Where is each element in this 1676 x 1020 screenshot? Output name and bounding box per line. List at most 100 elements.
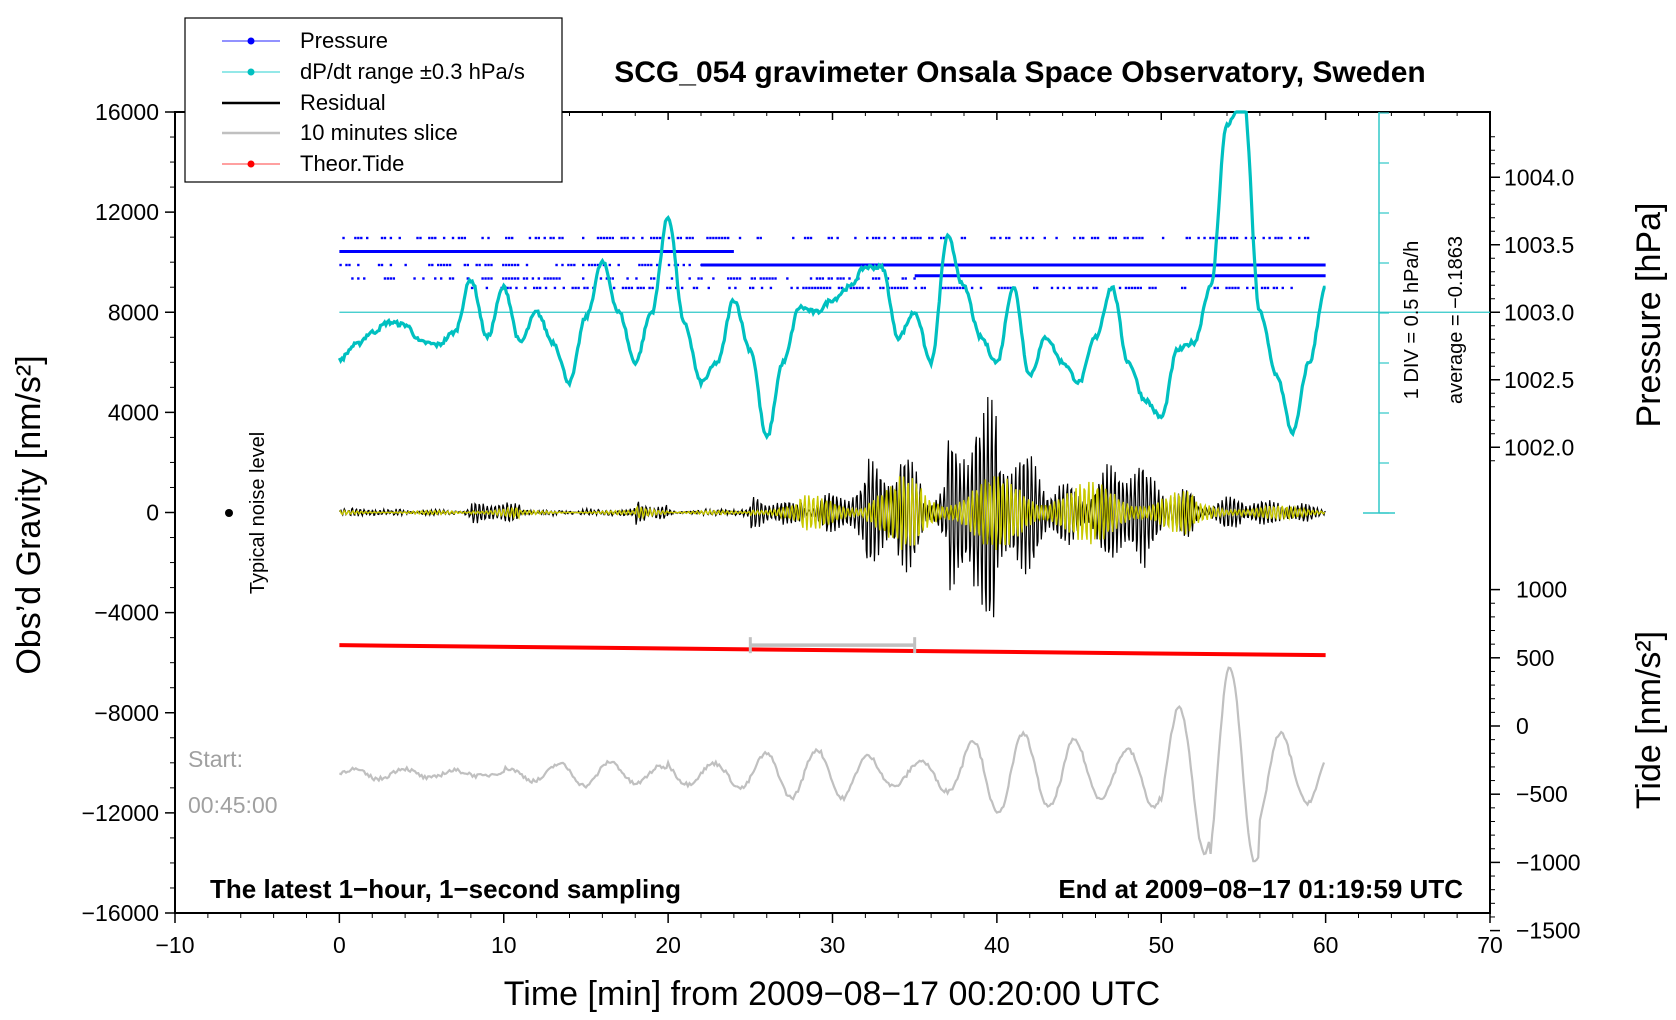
- legend-pressure-marker: [247, 37, 255, 45]
- pressure-point: [644, 263, 647, 267]
- tide-tick-label: 1000: [1516, 577, 1567, 603]
- pressure-point: [658, 236, 662, 240]
- pressure-point: [902, 286, 906, 290]
- pressure-point: [553, 286, 557, 290]
- legend-dpdt: dP/dt range ±0.3 hPa/s: [300, 59, 525, 84]
- pressure-point: [1111, 236, 1115, 240]
- pressure-point: [380, 236, 384, 240]
- pressure-point: [475, 263, 478, 267]
- pressure-point: [827, 277, 830, 280]
- y-tick-label: −4000: [94, 600, 159, 626]
- pressure-point: [700, 277, 703, 280]
- x-tick-label: 70: [1477, 932, 1503, 958]
- pressure-tick-label: 1003.5: [1504, 232, 1574, 258]
- pressure-point: [724, 236, 727, 240]
- pressure-point: [502, 277, 505, 280]
- pressure-point: [962, 286, 965, 290]
- pressure-point: [817, 286, 820, 290]
- pressure-point: [680, 286, 684, 290]
- pressure-point: [928, 236, 931, 240]
- pressure-point: [451, 277, 455, 280]
- pressure-point: [567, 263, 570, 267]
- pressure-point: [827, 236, 830, 240]
- pressure-point: [648, 286, 651, 290]
- pressure-point: [896, 286, 900, 290]
- pressure-point: [1188, 236, 1191, 240]
- pressure-point: [765, 277, 768, 280]
- pressure-series: [339, 236, 1326, 290]
- pressure-point: [697, 277, 700, 280]
- pressure-point: [413, 277, 416, 280]
- pressure-point: [1043, 236, 1046, 240]
- pressure-point: [574, 286, 577, 290]
- pressure-point: [1025, 236, 1029, 240]
- pressure-point: [700, 263, 703, 267]
- pressure-point: [1114, 236, 1117, 240]
- pressure-point: [617, 263, 620, 267]
- pressure-point: [993, 236, 996, 240]
- pressure-point: [1277, 236, 1280, 240]
- pressure-point: [1306, 236, 1310, 240]
- pressure-point: [653, 277, 656, 280]
- pressure-point: [1154, 286, 1157, 290]
- pressure-point: [950, 286, 953, 290]
- pressure-point: [466, 277, 470, 280]
- pressure-point: [910, 236, 913, 240]
- y-tick-label: 16000: [95, 99, 159, 125]
- pressure-point: [481, 277, 484, 280]
- theor-tide-series: [339, 643, 1326, 658]
- pressure-point: [636, 286, 639, 290]
- pressure-point: [522, 277, 526, 280]
- pressure-point: [621, 286, 625, 290]
- pressure-point: [861, 286, 864, 290]
- pressure-point: [809, 277, 813, 280]
- pressure-point: [1260, 286, 1264, 290]
- pressure-tick-label: 1002.0: [1504, 434, 1574, 460]
- pressure-point: [695, 286, 699, 290]
- pressure-point: [1224, 236, 1227, 240]
- pressure-point: [1251, 286, 1255, 290]
- pressure-point: [383, 277, 387, 280]
- pressure-point: [484, 277, 487, 280]
- pressure-point: [1123, 236, 1126, 240]
- pressure-point: [506, 286, 509, 290]
- pressure-point: [531, 277, 535, 280]
- pressure-point: [944, 286, 947, 290]
- pressure-point: [712, 236, 715, 240]
- pressure-point: [1303, 236, 1307, 240]
- pressure-point: [1082, 236, 1085, 240]
- pressure-point: [383, 236, 387, 240]
- pressure-point: [515, 286, 518, 290]
- pressure-point: [1216, 286, 1219, 290]
- pressure-point: [605, 236, 609, 240]
- pressure-point: [357, 277, 360, 280]
- pressure-point: [484, 263, 487, 267]
- pressure-point: [718, 236, 721, 240]
- pressure-point: [448, 263, 452, 267]
- pressure-point: [513, 263, 517, 267]
- pressure-point: [1095, 286, 1098, 290]
- pressure-point: [650, 263, 653, 267]
- pressure-point: [1006, 286, 1009, 290]
- pressure-point: [960, 236, 964, 240]
- pressure-point: [848, 277, 851, 280]
- pressure-point: [581, 263, 585, 267]
- pressure-point: [1139, 286, 1142, 290]
- pressure-point: [942, 236, 946, 240]
- pressure-point: [1263, 286, 1267, 290]
- x-tick-label: 20: [655, 932, 681, 958]
- pressure-point: [916, 236, 919, 240]
- pressure-point: [1005, 236, 1008, 240]
- pressure-point: [581, 236, 585, 240]
- pressure-point: [883, 236, 887, 240]
- pressure-point: [651, 286, 654, 290]
- pressure-point: [561, 236, 564, 240]
- pressure-point: [525, 277, 529, 280]
- y-axis-tide: −1500 −1000 −500 0 500 1000: [1490, 577, 1581, 944]
- pressure-point: [537, 277, 541, 280]
- pressure-point: [431, 263, 434, 267]
- pressure-point: [354, 236, 357, 240]
- pressure-point: [1185, 236, 1188, 240]
- pressure-point: [363, 277, 366, 280]
- pressure-point: [1221, 236, 1224, 240]
